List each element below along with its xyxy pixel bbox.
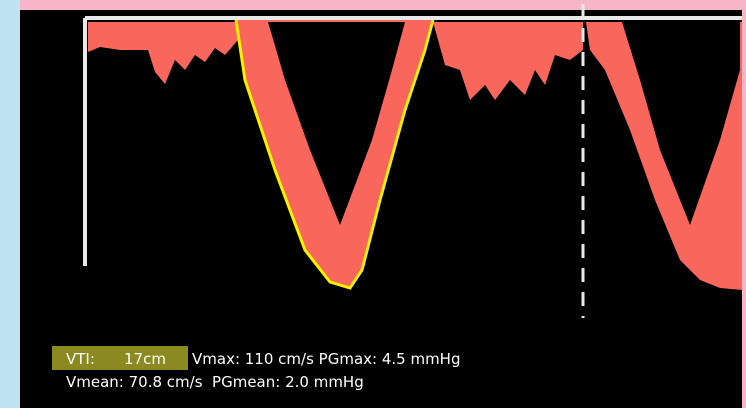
measurement-line: Vmean: 70.8 cm/s PGmean: 2.0 mmHg xyxy=(66,373,364,391)
vti-value: 17cm xyxy=(124,350,166,368)
left-strip xyxy=(0,0,20,408)
vti-label: VTI: xyxy=(66,350,95,368)
page: VTI: 17cm Vmax: 110 cm/s PGmax: 4.5 mmHg… xyxy=(0,0,746,408)
measurement-line: Vmax: 110 cm/s PGmax: 4.5 mmHg xyxy=(192,350,460,368)
doppler-screen: VTI: 17cm Vmax: 110 cm/s PGmax: 4.5 mmHg… xyxy=(0,0,746,408)
